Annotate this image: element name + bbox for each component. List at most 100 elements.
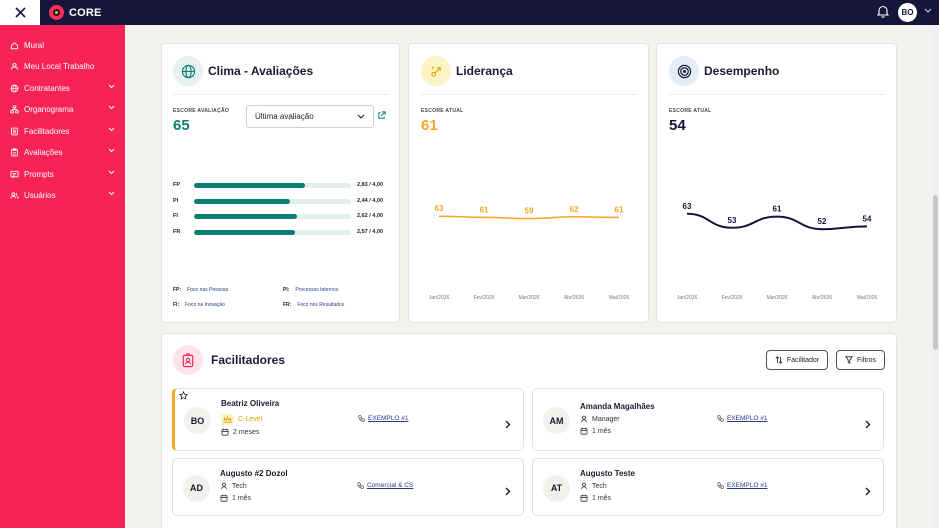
prompt-icon [10,170,19,178]
legend-entry: FR: Foco nos Resultados [283,302,344,308]
avatar: AT [543,474,570,502]
chevron-down-icon [108,148,115,153]
lideranca-title: Liderança [456,64,513,78]
facilitador-role: Tech [220,482,247,490]
calendar-icon [221,428,229,436]
x-tick-label: Mai/2026 [609,295,630,301]
open-facilitador-button[interactable] [505,416,511,434]
legend-text: Foco na Inovação [185,302,225,308]
logo-mark-icon [49,5,64,20]
globe-icon [10,84,19,92]
desempenho-card [656,43,897,323]
calendar-icon [580,427,588,435]
clima-score: 65 [173,117,190,134]
user-avatar[interactable]: BO [898,3,917,22]
evaluation-select[interactable]: Última avaliação [246,105,374,128]
data-label: 61 [615,205,624,214]
score-bar-code: FR [173,229,181,235]
person-icon [221,482,227,490]
sidebar-item-usu-rios[interactable]: Usuários [10,188,118,202]
desempenho-score-label: ESCORE ATUAL [669,108,712,114]
sidebar-item-mural[interactable]: Mural [10,38,118,52]
open-facilitador-button[interactable] [865,483,871,501]
chevron-down-icon [108,105,115,110]
filter-icon [844,356,853,364]
person-icon [581,415,587,423]
legend-code: FR: [283,302,292,308]
data-label: 52 [818,217,827,226]
divider [669,94,885,95]
score-bar-fill [194,198,290,204]
chevron-down-icon [108,127,115,132]
score-bar-value: 2,44 / 4,00 [357,198,383,204]
facilitador-team-link[interactable]: Comercial & CS [357,482,413,489]
sidebar-item-meu-local-trabalho[interactable]: Meu Local Trabalho [10,59,118,73]
sidebar-item-facilitadores[interactable]: Facilitadores [10,124,118,138]
desempenho-line-chart: 63 53 61 52 54 Jan/2026 Fev/2026 Mar/2026 Abr/20… [677,202,878,301]
users-icon [10,191,19,199]
facilitador-team-link[interactable]: EXEMPLO #1 [358,415,408,422]
data-label: 61 [480,205,489,214]
sidebar-item-avalia-es[interactable]: Avaliações [10,145,118,159]
facilitador-tenure: 1 mês [580,427,611,435]
facilitador-card[interactable]: AM Amanda Magalhães Manager 1 mês EXEMPLO #1 [532,388,884,451]
legend-code: PI: [283,287,290,293]
facilitador-team-link[interactable]: EXEMPLO #1 [717,415,767,422]
x-tick-label: Mar/2026 [518,295,539,301]
facilitador-name: Augusto Teste [580,469,635,478]
desempenho-title: Desempenho [704,64,780,78]
lideranca-score-label: ESCORE ATUAL [421,108,464,114]
desempenho-score: 54 [669,117,686,134]
evaluation-select-value: Última avaliação [255,112,314,121]
x-tick-label: Fev/2026 [474,295,495,301]
sidebar-item-prompts[interactable]: Prompts [10,167,118,181]
bell-icon[interactable] [877,5,889,18]
legend-entry: FI: Foco na Inovação [173,302,225,308]
sidebar-item-organograma[interactable]: Organograma [10,102,118,116]
app-logo[interactable]: CORE [49,5,102,20]
facilitador-card[interactable]: AD Augusto #2 Dozol Tech 1 mês Comercial & C… [172,458,524,516]
scrollbar-thumb[interactable] [933,195,938,350]
open-facilitador-button[interactable] [865,416,871,434]
chevron-down-icon [108,191,115,196]
score-bar-track [194,198,351,204]
sidebar [0,25,125,528]
sort-facilitador-label: Facilitador [786,356,820,364]
facilitador-card[interactable]: BO Beatriz Oliveira C-Level 2 meses EXEMPLO … [172,388,524,451]
facilitador-tenure-label: 1 mês [592,427,612,435]
facilitador-team-link[interactable]: EXEMPLO #1 [717,482,767,489]
sidebar-item-contratantes[interactable]: Contratantes [10,81,118,95]
score-bar-value: 2,83 / 4,00 [357,182,383,188]
data-label: 62 [570,205,579,214]
facilitador-team-label: Comercial & CS [367,482,414,489]
facilitador-tenure-label: 2 meses [233,428,260,436]
chevron-down-icon [108,170,115,175]
data-label: 63 [683,202,692,211]
sidebar-item-label: Facilitadores [24,126,70,136]
external-link-icon[interactable] [377,111,386,120]
star-icon[interactable] [179,391,188,400]
data-label: 63 [435,204,444,213]
open-facilitador-button[interactable] [505,483,511,501]
phone-icon [357,482,364,489]
leadership-icon [430,65,441,77]
facilitador-card[interactable]: AT Augusto Teste Tech 1 mês EXEMPLO #1 [532,458,884,516]
sort-facilitador-button[interactable]: Facilitador [766,350,828,370]
series-line [438,215,620,220]
score-bar-fill [194,182,306,188]
sidebar-item-label: Mural [24,40,45,50]
x-tick-label: Abr/2026 [564,295,585,301]
sidebar-item-label: Meu Local Trabalho [24,61,95,71]
calendar-icon [580,494,588,502]
score-bar-fill [194,213,297,219]
score-bar-code: FI [173,213,178,219]
chevron-right-icon [865,487,871,496]
close-icon [14,7,26,18]
chevron-down-icon[interactable] [924,8,932,14]
score-bar-row: FP 2,83 / 4,00 [173,180,393,190]
avatar: AM [543,407,570,434]
facilitador-team-label: EXEMPLO #1 [727,414,768,422]
filters-button[interactable]: Filtros [836,350,885,370]
close-menu-button[interactable] [0,0,40,25]
facilitador-tenure-label: 1 mês [232,494,252,502]
